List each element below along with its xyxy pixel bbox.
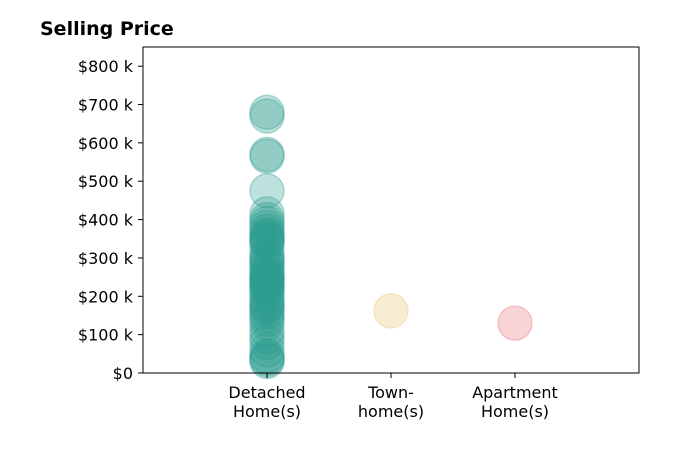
y-tick-label: $400 k (78, 211, 134, 230)
data-point (249, 293, 285, 330)
data-point (249, 259, 285, 295)
data-point (249, 138, 285, 175)
y-tick-label: $200 k (78, 287, 134, 306)
data-point (249, 98, 285, 134)
data-point (249, 196, 285, 232)
data-point (249, 247, 285, 284)
data-point (249, 209, 285, 246)
data-point (249, 324, 285, 361)
x-tick-label: Apartment (472, 383, 558, 402)
data-point (249, 236, 285, 272)
data-point (249, 201, 285, 238)
data-point (249, 240, 285, 276)
y-tick-label: $700 k (78, 96, 134, 115)
chart-title: Selling Price (40, 18, 174, 40)
data-point (249, 257, 285, 293)
data-point (249, 290, 285, 326)
data-points (249, 94, 533, 380)
data-point (249, 301, 285, 338)
data-point (249, 173, 285, 209)
y-tick-label: $500 k (78, 172, 134, 191)
data-point (249, 255, 285, 292)
x-tick-label: Home(s) (233, 402, 301, 421)
data-point (249, 288, 285, 324)
data-point (249, 245, 285, 282)
data-point (249, 251, 285, 288)
data-point (249, 267, 285, 303)
y-tick-label: $300 k (78, 249, 134, 268)
data-point (249, 274, 285, 311)
data-point (249, 205, 285, 242)
data-point (249, 278, 285, 315)
data-point (249, 219, 285, 255)
data-point (249, 213, 285, 249)
data-point (249, 268, 285, 305)
data-point (373, 293, 409, 329)
data-point (249, 242, 285, 278)
x-tick-label: home(s) (358, 402, 424, 421)
data-point (249, 265, 285, 301)
y-tick-label: $800 k (78, 57, 134, 76)
data-point (249, 313, 285, 349)
data-point (249, 221, 285, 257)
x-tick-label: Detached (228, 383, 305, 402)
data-point (249, 136, 285, 173)
data-point (249, 343, 285, 380)
x-tick-label: Town- (367, 383, 414, 402)
y-tick-label: $100 k (78, 326, 134, 345)
data-point (249, 217, 285, 253)
data-point (249, 94, 285, 130)
y-tick-label: $0 (113, 364, 133, 383)
data-point (249, 270, 285, 307)
data-point (249, 318, 285, 355)
data-point (249, 228, 285, 265)
data-point (249, 305, 285, 341)
data-point (249, 286, 285, 322)
data-point (249, 222, 285, 259)
y-tick-label: $600 k (78, 134, 134, 153)
data-point (249, 297, 285, 334)
axes: $0 $100 k $200 k $300 k $400 k $500 k $600 k $7… (78, 46, 640, 421)
data-point (249, 282, 285, 318)
data-point (497, 305, 533, 341)
data-point (249, 263, 285, 299)
data-point (249, 261, 285, 297)
data-point (249, 332, 285, 368)
x-tick-label: Home(s) (481, 402, 549, 421)
data-point (249, 224, 285, 261)
